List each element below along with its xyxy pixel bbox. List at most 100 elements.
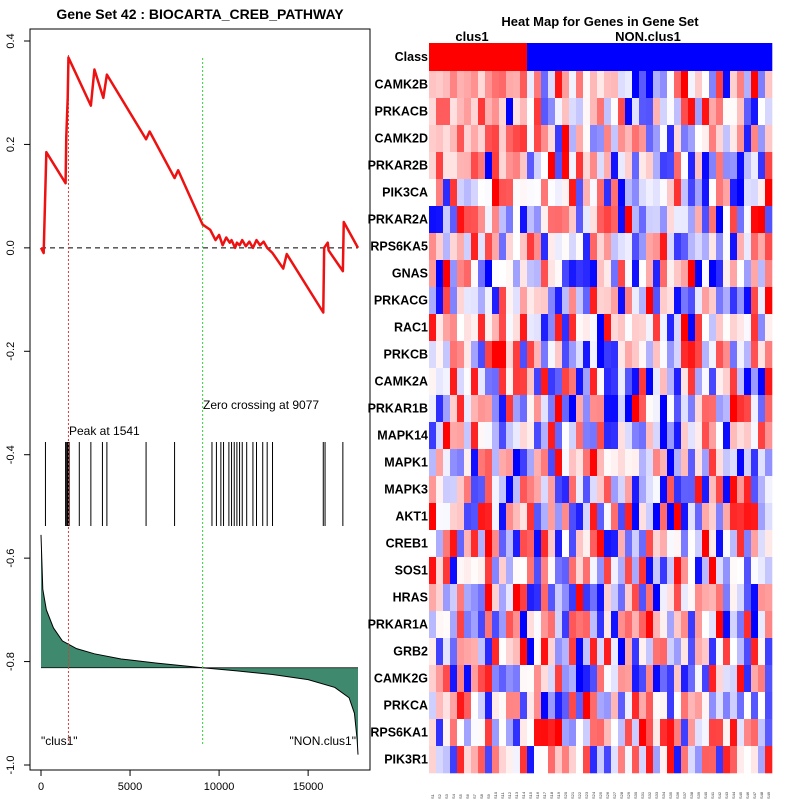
heatmap-cell	[744, 125, 752, 153]
heatmap-cell	[520, 206, 528, 234]
heatmap-cell	[597, 71, 605, 99]
heatmap-cell	[646, 584, 654, 612]
heatmap-cell	[597, 584, 605, 612]
heatmap-cell	[639, 260, 647, 288]
heatmap-cell	[443, 368, 451, 396]
heatmap-cell	[485, 692, 493, 720]
heatmap-cell	[450, 719, 458, 747]
heatmap-cell	[653, 125, 661, 153]
heatmap-cell	[737, 179, 745, 207]
heatmap-cell	[674, 125, 682, 153]
heatmap-cell	[499, 638, 507, 666]
heatmap-cell	[548, 692, 556, 720]
heatmap-cell	[667, 314, 675, 342]
heatmap-cell	[604, 260, 612, 288]
heatmap-cell	[744, 611, 752, 639]
heatmap-cell	[541, 368, 549, 396]
heatmap-cell	[737, 557, 745, 585]
heatmap-cell	[716, 665, 724, 693]
heatmap-cell	[737, 260, 745, 288]
heatmap-cell	[723, 98, 731, 126]
heatmap-cell	[478, 98, 486, 126]
heatmap-cell	[660, 503, 668, 531]
heatmap-cell	[709, 476, 717, 504]
heatmap-cell	[695, 638, 703, 666]
heatmap-cell	[485, 746, 493, 774]
heatmap-cell	[681, 233, 689, 261]
heatmap-cell	[737, 395, 745, 423]
heatmap-cell	[611, 557, 619, 585]
sample-label: S20	[563, 791, 568, 799]
heatmap-cell	[478, 422, 486, 450]
heatmap-cell	[604, 314, 612, 342]
heatmap-cell	[436, 584, 444, 612]
heatmap-cell	[429, 476, 437, 504]
x-tick-label: 0	[38, 781, 44, 793]
heatmap-cell	[534, 260, 542, 288]
heatmap-cell	[471, 233, 479, 261]
heatmap-cell	[744, 503, 752, 531]
heatmap-cell	[646, 503, 654, 531]
sample-label: S26	[605, 791, 610, 799]
heatmap-cell	[492, 152, 500, 180]
heatmap-cell	[492, 422, 500, 450]
heatmap-cell	[758, 341, 766, 369]
heatmap-cell	[478, 449, 486, 477]
heatmap-cell	[737, 287, 745, 315]
heatmap-cell	[562, 557, 570, 585]
heatmap-cell	[681, 638, 689, 666]
heatmap-cell	[464, 584, 472, 612]
heatmap-cell	[492, 638, 500, 666]
heatmap-cell	[751, 665, 759, 693]
sample-label: S47	[752, 791, 757, 799]
heatmap-cell	[765, 530, 773, 558]
heatmap-cell	[576, 638, 584, 666]
heatmap-cell	[520, 314, 528, 342]
heatmap-cell	[520, 71, 528, 99]
heatmap-cell	[583, 314, 591, 342]
heatmap-cell	[576, 179, 584, 207]
heatmap-cell	[590, 152, 598, 180]
heatmap-cell	[583, 287, 591, 315]
heatmap-cell	[464, 611, 472, 639]
heatmap-cell	[555, 692, 563, 720]
heatmap-cell	[443, 233, 451, 261]
heatmap-cell	[583, 152, 591, 180]
heatmap-cell	[716, 449, 724, 477]
heatmap-cell	[506, 746, 514, 774]
heatmap-cell	[492, 71, 500, 99]
heatmap-cell	[695, 314, 703, 342]
heatmap-cell	[667, 260, 675, 288]
heatmap-cell	[765, 206, 773, 234]
gene-label: RAC1	[394, 321, 428, 335]
heatmap-cell	[611, 665, 619, 693]
heatmap-cell	[443, 287, 451, 315]
heatmap-cell	[520, 692, 528, 720]
heatmap-cell	[590, 98, 598, 126]
heatmap-cell	[471, 719, 479, 747]
heatmap-cell	[702, 395, 710, 423]
heatmap-cell	[450, 260, 458, 288]
heatmap-cell	[604, 233, 612, 261]
heatmap-cell	[513, 503, 521, 531]
heatmap-cell	[450, 368, 458, 396]
heatmap-cell	[485, 260, 493, 288]
heatmap-cell	[660, 71, 668, 99]
heatmap-cell	[499, 206, 507, 234]
heatmap-cell	[569, 368, 577, 396]
heatmap-cell	[450, 152, 458, 180]
heatmap-cell	[555, 314, 563, 342]
heatmap-cell	[723, 557, 731, 585]
heatmap-cell	[471, 476, 479, 504]
heatmap-cell	[583, 476, 591, 504]
heatmap-cell	[485, 611, 493, 639]
sample-label: S29	[626, 791, 631, 799]
heatmap-cell	[450, 341, 458, 369]
heatmap-cell	[506, 206, 514, 234]
heatmap-cell	[590, 206, 598, 234]
heatmap-cell	[506, 233, 514, 261]
heatmap-cell	[674, 71, 682, 99]
y-tick-label: -0.6	[5, 549, 17, 568]
heatmap-cell	[674, 206, 682, 234]
heatmap-cell	[751, 71, 759, 99]
